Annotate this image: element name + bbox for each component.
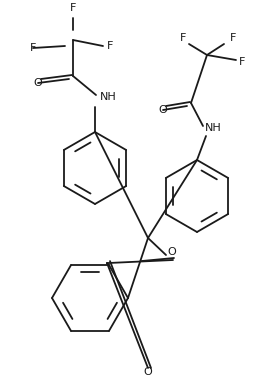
Text: F: F (180, 33, 186, 43)
Text: O: O (168, 247, 176, 257)
Text: O: O (144, 367, 152, 377)
Text: F: F (70, 3, 76, 13)
Text: F: F (230, 33, 236, 43)
Text: F: F (107, 41, 113, 51)
Text: O: O (34, 78, 42, 88)
Text: NH: NH (100, 92, 117, 102)
Text: F: F (239, 57, 245, 67)
Text: O: O (159, 105, 167, 115)
Text: F: F (30, 43, 36, 53)
Text: NH: NH (205, 123, 222, 133)
